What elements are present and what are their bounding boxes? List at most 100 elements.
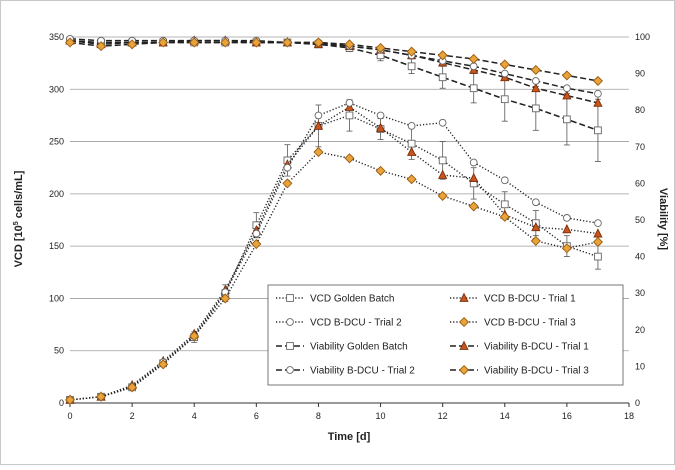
x-axis-title: Time [d] — [328, 431, 371, 443]
data-point — [531, 82, 541, 93]
series-line — [69, 38, 599, 95]
data-point — [563, 84, 571, 93]
x-tick-label: 10 — [376, 411, 386, 421]
data-point — [563, 214, 571, 222]
data-point — [313, 120, 324, 130]
legend-item-viability-b-dcu-trial-1: Viability B-DCU - Trial 1 — [450, 340, 589, 353]
data-point — [189, 331, 200, 342]
data-point — [313, 37, 324, 48]
legend-marker — [286, 366, 294, 374]
data-point — [531, 104, 540, 113]
data-point — [437, 190, 448, 201]
y-left-tick-label: 300 — [49, 84, 64, 94]
series-line — [69, 102, 599, 401]
data-point — [158, 359, 169, 370]
y-left-tick-label: 150 — [49, 241, 64, 251]
data-point — [282, 178, 293, 189]
data-point — [530, 64, 541, 75]
series-line — [69, 39, 599, 104]
data-point — [189, 37, 200, 48]
data-point — [127, 382, 138, 393]
legend-item-viability-b-dcu-trial-2: Viability B-DCU - Trial 2 — [276, 366, 415, 377]
y-left-tick-label: 0 — [59, 398, 64, 408]
legend-items: VCD Golden Batch VCD B-DCU - Trial 1 VCD B… — [276, 292, 589, 377]
data-point — [251, 239, 262, 250]
data-point — [437, 50, 448, 61]
data-point — [407, 139, 416, 148]
data-point — [375, 122, 386, 132]
data-point — [375, 165, 386, 176]
y-right-tick-label: 20 — [635, 325, 645, 335]
legend-item-vcd-golden-batch: VCD Golden Batch — [276, 294, 395, 305]
data-point — [594, 219, 602, 227]
y-right-tick-label: 40 — [635, 252, 645, 262]
y-right-tick-label: 80 — [635, 105, 645, 115]
data-point — [158, 37, 169, 48]
data-point — [563, 115, 571, 124]
data-point — [282, 37, 293, 48]
data-point — [562, 224, 572, 234]
legend-item-vcd-b-dcu-trial-1: VCD B-DCU - Trial 1 — [450, 292, 576, 305]
data-point — [375, 42, 386, 54]
data-point — [438, 156, 447, 165]
data-point — [468, 53, 479, 64]
legend-label: Viability Golden Batch — [310, 342, 408, 353]
x-tick-label: 16 — [562, 411, 572, 421]
legend-label: VCD B-DCU - Trial 2 — [310, 318, 402, 329]
data-point — [344, 39, 355, 50]
series-line — [69, 114, 599, 401]
legend-item-viability-b-dcu-trial-3: Viability B-DCU - Trial 3 — [450, 364, 589, 377]
data-point — [406, 146, 417, 156]
legend-label: Viability B-DCU - Trial 2 — [310, 366, 415, 377]
y-right-tick-label: 60 — [635, 178, 645, 188]
series-layer — [64, 34, 603, 405]
data-point — [469, 172, 479, 183]
data-point — [64, 394, 76, 405]
data-point — [407, 62, 416, 71]
data-point — [313, 146, 324, 158]
legend-marker — [459, 292, 469, 302]
series-viability-b-dcu-trial-3 — [64, 37, 603, 86]
series-line — [69, 41, 599, 82]
data-point — [252, 229, 261, 238]
data-point — [593, 97, 603, 107]
y-right-tick-label: 30 — [635, 288, 645, 298]
data-point — [594, 252, 602, 261]
legend-item-vcd-b-dcu-trial-3: VCD B-DCU - Trial 3 — [450, 316, 576, 329]
y-right-tick-label: 10 — [635, 361, 645, 371]
legend-label: VCD B-DCU - Trial 1 — [484, 294, 576, 305]
data-point — [64, 37, 76, 48]
data-point — [592, 236, 603, 247]
data-point — [594, 89, 602, 98]
data-point — [406, 46, 417, 57]
y-axis-left-title: VCD [105 cells/mL] — [13, 170, 25, 267]
data-point — [468, 201, 479, 212]
data-point — [406, 174, 417, 185]
y-right-tick-label: 100 — [635, 32, 650, 42]
x-tick-label: 2 — [130, 411, 135, 421]
data-point — [500, 69, 509, 78]
x-tick-label: 18 — [624, 411, 634, 421]
tick-layer: 0501001502002503003500102030405060708090… — [49, 32, 650, 421]
legend-item-viability-golden-batch: Viability Golden Batch — [276, 342, 408, 353]
data-point — [220, 37, 231, 48]
y-left-tick-label: 200 — [49, 189, 64, 199]
legend-marker — [458, 364, 470, 376]
legend-marker — [459, 340, 469, 350]
y-left-tick-label: 250 — [49, 137, 64, 147]
series-line — [69, 106, 599, 401]
y-left-tick-label: 50 — [54, 346, 64, 356]
x-tick-label: 14 — [500, 411, 510, 421]
series-line — [69, 39, 599, 132]
y-left-tick-label: 350 — [49, 32, 64, 42]
data-point — [127, 39, 138, 50]
data-point — [96, 391, 107, 402]
y-right-tick-label: 50 — [635, 215, 645, 225]
x-tick-label: 0 — [67, 411, 72, 421]
y-right-tick-label: 90 — [635, 69, 645, 79]
data-point — [407, 122, 416, 130]
x-tick-label: 6 — [254, 411, 259, 421]
data-point — [220, 293, 231, 304]
data-point — [531, 77, 540, 85]
